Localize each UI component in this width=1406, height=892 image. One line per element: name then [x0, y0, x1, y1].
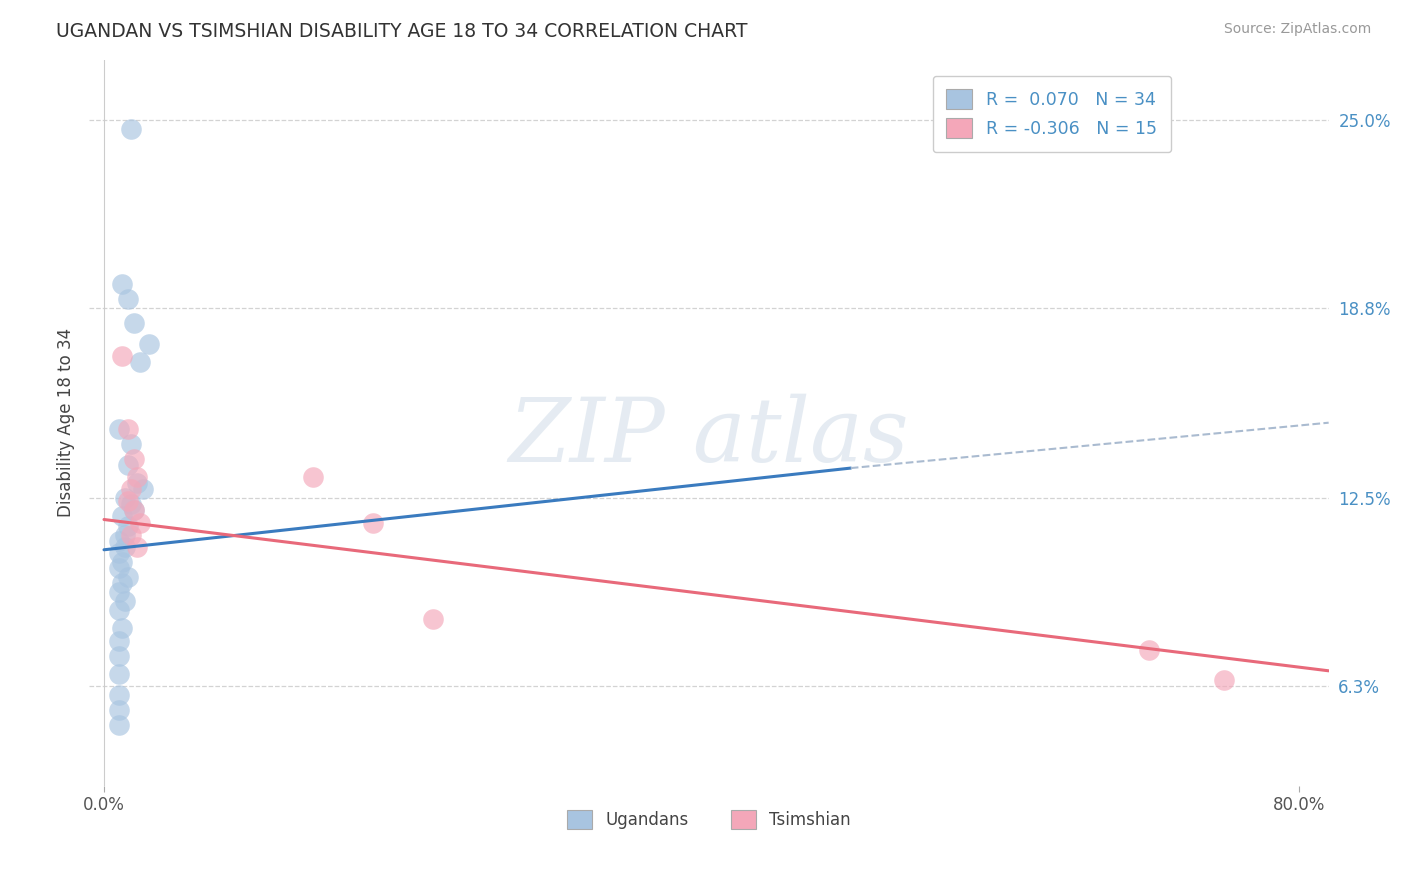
Point [114, 540, 136, 554]
Point [117, 292, 139, 306]
Point [132, 482, 155, 496]
Point [108, 546, 131, 560]
Point [108, 718, 131, 732]
Point [108, 688, 131, 702]
Point [122, 452, 145, 467]
Point [108, 648, 131, 663]
Point [138, 337, 160, 351]
Point [117, 570, 139, 584]
Point [108, 561, 131, 575]
Point [108, 703, 131, 717]
Point [117, 458, 139, 472]
Point [128, 516, 150, 530]
Point [125, 540, 148, 554]
Point [122, 503, 145, 517]
Point [122, 316, 145, 330]
Point [111, 622, 134, 636]
Point [361, 516, 384, 530]
Legend: Ugandans, Tsimshian: Ugandans, Tsimshian [561, 803, 858, 836]
Point [108, 585, 131, 599]
Point [302, 470, 325, 484]
Point [1213, 673, 1236, 687]
Point [422, 612, 444, 626]
Text: Source: ZipAtlas.com: Source: ZipAtlas.com [1223, 22, 1371, 37]
Point [128, 355, 150, 369]
Point [125, 470, 148, 484]
Point [122, 503, 145, 517]
Point [108, 422, 131, 436]
Point [117, 422, 139, 436]
Point [111, 576, 134, 591]
Point [125, 476, 148, 491]
Point [120, 527, 142, 541]
Point [120, 497, 142, 511]
Point [108, 603, 131, 617]
Point [111, 349, 134, 363]
Point [111, 555, 134, 569]
Point [108, 666, 131, 681]
Text: UGANDAN VS TSIMSHIAN DISABILITY AGE 18 TO 34 CORRELATION CHART: UGANDAN VS TSIMSHIAN DISABILITY AGE 18 T… [56, 22, 748, 41]
Point [114, 491, 136, 506]
Text: ZIP atlas: ZIP atlas [509, 393, 910, 481]
Point [120, 482, 142, 496]
Point [114, 594, 136, 608]
Point [108, 633, 131, 648]
Point [111, 277, 134, 291]
Point [108, 533, 131, 548]
Y-axis label: Disability Age 18 to 34: Disability Age 18 to 34 [58, 328, 75, 517]
Point [120, 122, 142, 136]
Point [117, 494, 139, 508]
Point [120, 437, 142, 451]
Point [114, 527, 136, 541]
Point [117, 518, 139, 533]
Point [111, 509, 134, 524]
Point [1139, 642, 1161, 657]
